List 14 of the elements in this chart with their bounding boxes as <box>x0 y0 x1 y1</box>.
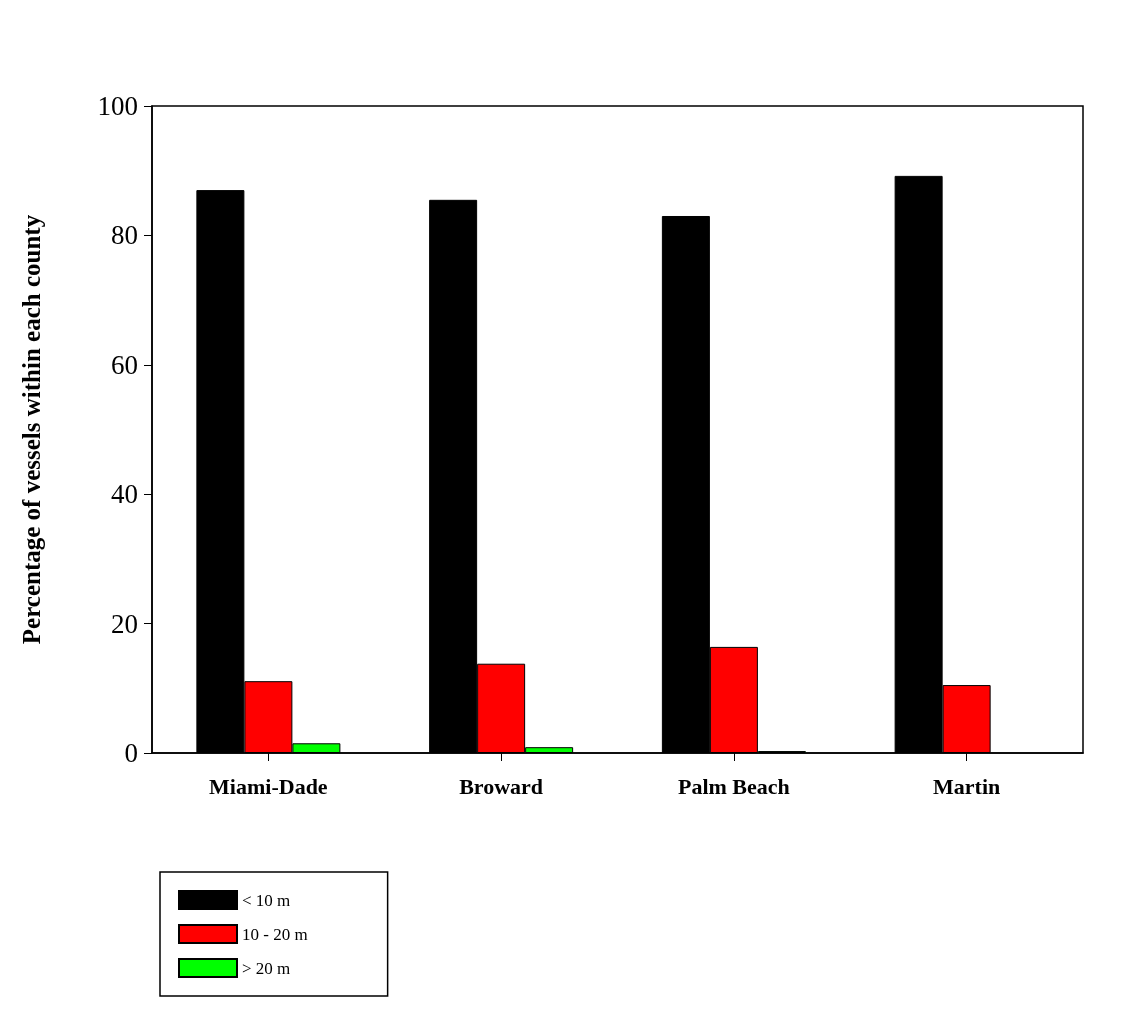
legend-label: < 10 m <box>242 890 291 910</box>
y-tick-label: 80 <box>111 220 138 251</box>
x-tick-label: Broward <box>459 773 544 799</box>
x-tick-label: Miami-Dade <box>209 773 328 799</box>
legend-label: 10 - 20 m <box>242 924 308 944</box>
legend-label: > 20 m <box>242 958 291 978</box>
y-tick-label: 0 <box>124 738 138 768</box>
y-axis-title: Percentage of vessels within each county <box>18 214 45 645</box>
x-tick-label: Palm Beach <box>677 773 790 799</box>
y-tick-label: 100 <box>97 91 138 121</box>
y-tick-label: 20 <box>111 608 138 639</box>
x-tick-label: Martin <box>933 773 1001 799</box>
y-tick-label: 60 <box>111 349 138 380</box>
y-tick-label: 40 <box>111 479 138 510</box>
